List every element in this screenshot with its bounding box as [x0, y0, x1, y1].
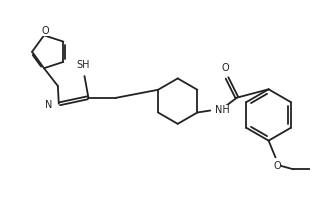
Text: O: O [274, 161, 281, 171]
Text: N: N [45, 100, 52, 110]
Text: SH: SH [77, 60, 90, 70]
Text: O: O [221, 63, 229, 73]
Text: NH: NH [215, 105, 230, 115]
Text: O: O [41, 26, 49, 36]
